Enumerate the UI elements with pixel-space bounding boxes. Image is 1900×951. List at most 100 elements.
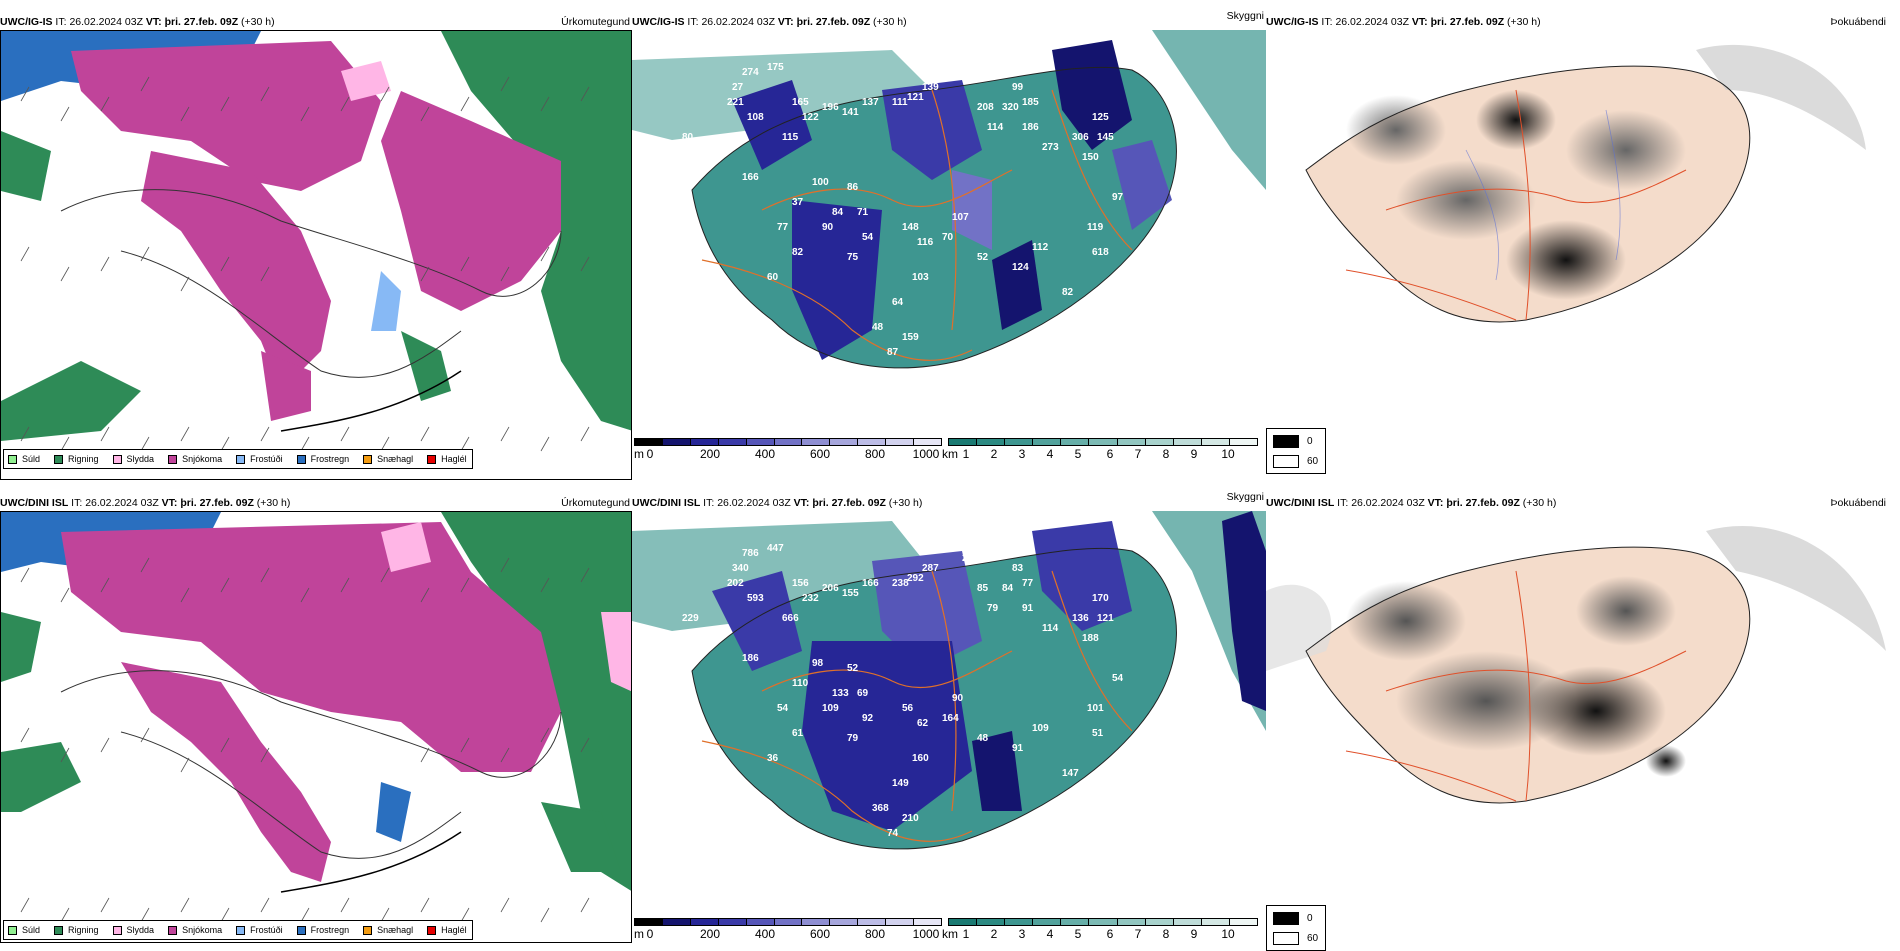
precip-map[interactable]: Súld Rigning Slydda Snjókoma Frostúði Fr… xyxy=(0,511,632,943)
cloud-base-value: 196 xyxy=(822,102,839,113)
valid-time-label: VT: xyxy=(161,497,178,509)
vis-tick: 4 xyxy=(1046,927,1054,941)
fog-map[interactable] xyxy=(1266,30,1900,430)
cloud-base-value: 101 xyxy=(1087,703,1104,714)
visibility-bar xyxy=(948,438,1258,446)
cloud-base-value: 111 xyxy=(892,97,908,108)
lead-time: (+30 h) xyxy=(873,16,907,28)
cb-step xyxy=(635,439,663,445)
cloud-base-value: 340 xyxy=(732,563,749,574)
vis-step xyxy=(977,439,1006,445)
legend-label: Haglél xyxy=(441,454,467,464)
cloud-base-value: 133 xyxy=(832,688,849,699)
legend-item: Haglél xyxy=(427,925,467,935)
cloud-base-value: 87 xyxy=(887,347,899,358)
cloud-base-value: 70 xyxy=(942,232,954,243)
cloud-base-value: 284 xyxy=(962,553,979,564)
init-time: 26.02.2024 03Z xyxy=(85,497,159,509)
vis-tick: 10 xyxy=(1221,447,1235,461)
vis-tick: 3 xyxy=(1018,927,1026,941)
lead-time: (+30 h) xyxy=(241,16,275,28)
vis-step xyxy=(1033,439,1062,445)
cloud-base-value: 79 xyxy=(847,733,859,744)
vis-step xyxy=(1061,919,1090,925)
cloud-base-value: 64 xyxy=(962,72,974,83)
cb-tick: 800 xyxy=(864,447,886,461)
legend-item: Súld xyxy=(8,925,40,935)
legend-swatch xyxy=(8,454,17,464)
model-name: UWC/IG-IS xyxy=(632,16,685,28)
cb-tick: 0 xyxy=(646,447,654,461)
cloud-base-value: 85 xyxy=(977,583,989,594)
panel-title: Skyggni xyxy=(1226,491,1264,503)
cb-step xyxy=(858,439,887,445)
cloud-base-colorbar: m 0 200 400 600 800 1000 xyxy=(634,438,944,464)
legend-item: Slydda xyxy=(112,454,155,464)
cloud-base-value: 97 xyxy=(1112,192,1124,203)
cloud-base-value: 292 xyxy=(907,573,924,584)
precip-map[interactable]: Súld Rigning Slydda Snjókoma Frostúði Fr… xyxy=(0,30,632,480)
init-time: 26.02.2024 03Z xyxy=(69,16,143,28)
legend-item: Snæhagl xyxy=(363,454,413,464)
cloud-base-value: 51 xyxy=(1092,728,1104,739)
legend-swatch xyxy=(54,454,64,464)
lead-time: (+30 h) xyxy=(1507,16,1541,28)
cloud-base-value: 83 xyxy=(1012,563,1024,574)
cloud-base-value: 150 xyxy=(1082,152,1099,163)
cloud-base-value: 108 xyxy=(747,112,764,123)
legend-item: Rigning xyxy=(54,925,99,935)
row2-precip-panel: UWC/DINI ISL IT: 26.02.2024 03Z VT: þri.… xyxy=(0,495,632,945)
legend-item: Snæhagl xyxy=(363,925,413,935)
cb-tick: 400 xyxy=(754,927,776,941)
init-time: 26.02.2024 03Z xyxy=(1335,16,1409,28)
cloud-base-value: 125 xyxy=(1092,112,1109,123)
legend-item: Frostregn xyxy=(296,454,349,464)
cloud-base-value: 109 xyxy=(822,703,839,714)
cloud-base-value: 77 xyxy=(777,222,789,233)
cloud-base-value: 48 xyxy=(872,322,884,333)
cloud-base-value: 80 xyxy=(682,132,694,143)
legend-swatch xyxy=(427,454,437,464)
cloud-base-value: 54 xyxy=(1112,673,1124,684)
visibility-map[interactable]: 274 175 27 221 165 80 115 108 122 196 141 137 111 121… xyxy=(632,30,1266,430)
fog-legend-row: 60 xyxy=(1273,932,1318,945)
legend-swatch xyxy=(296,454,306,464)
legend-swatch xyxy=(363,454,373,464)
visibility-bar xyxy=(948,918,1258,926)
cb-step xyxy=(914,439,941,445)
panel-title: Skyggni xyxy=(1226,10,1264,22)
visibility-colorbar: km 1 2 3 4 5 6 7 8 9 10 xyxy=(942,918,1264,944)
legend-label: Slydda xyxy=(126,454,155,464)
fog-legend-label: 0 xyxy=(1307,436,1313,447)
legend-label: Snjókoma xyxy=(182,454,223,464)
vis-step xyxy=(1117,439,1146,445)
model-name: UWC/DINI ISL xyxy=(0,497,69,509)
cloud-base-value: 208 xyxy=(977,102,994,113)
cloud-base-value: 229 xyxy=(682,613,699,624)
valid-time-label: VT: xyxy=(145,16,162,28)
vis-tick: 2 xyxy=(990,927,998,941)
cloud-base-value: 48 xyxy=(977,733,989,744)
legend-label: Slydda xyxy=(126,925,155,935)
legend-swatch xyxy=(296,925,306,935)
visibility-map[interactable]: 786 447 340 202 156 229 666 593 232 206 155 166 238 2… xyxy=(632,511,1266,911)
cloud-base-value: 62 xyxy=(917,718,929,729)
fog-map[interactable] xyxy=(1266,511,1900,911)
vis-tick: 10 xyxy=(1221,927,1235,941)
cloud-base-value: 139 xyxy=(922,82,939,93)
valid-time-label: VT: xyxy=(793,497,810,509)
vis-step xyxy=(1033,919,1062,925)
precip-legend: Súld Rigning Slydda Snjókoma Frostúði Fr… xyxy=(3,920,473,940)
cloud-base-value: 306 xyxy=(1072,132,1089,143)
legend-label: Rigning xyxy=(68,454,99,464)
cloud-base-value: 188 xyxy=(1082,633,1099,644)
vis-tick: 1 xyxy=(962,447,970,461)
legend-label: Frostúði xyxy=(250,454,283,464)
cb-step xyxy=(830,439,859,445)
cloud-base-value: 122 xyxy=(802,112,819,123)
legend-label: Frostúði xyxy=(250,925,283,935)
fog-legend-row: 0 xyxy=(1273,435,1313,448)
cloud-base-value: 86 xyxy=(847,182,859,193)
cb-step xyxy=(718,439,747,445)
cloud-base-value: 79 xyxy=(987,603,999,614)
